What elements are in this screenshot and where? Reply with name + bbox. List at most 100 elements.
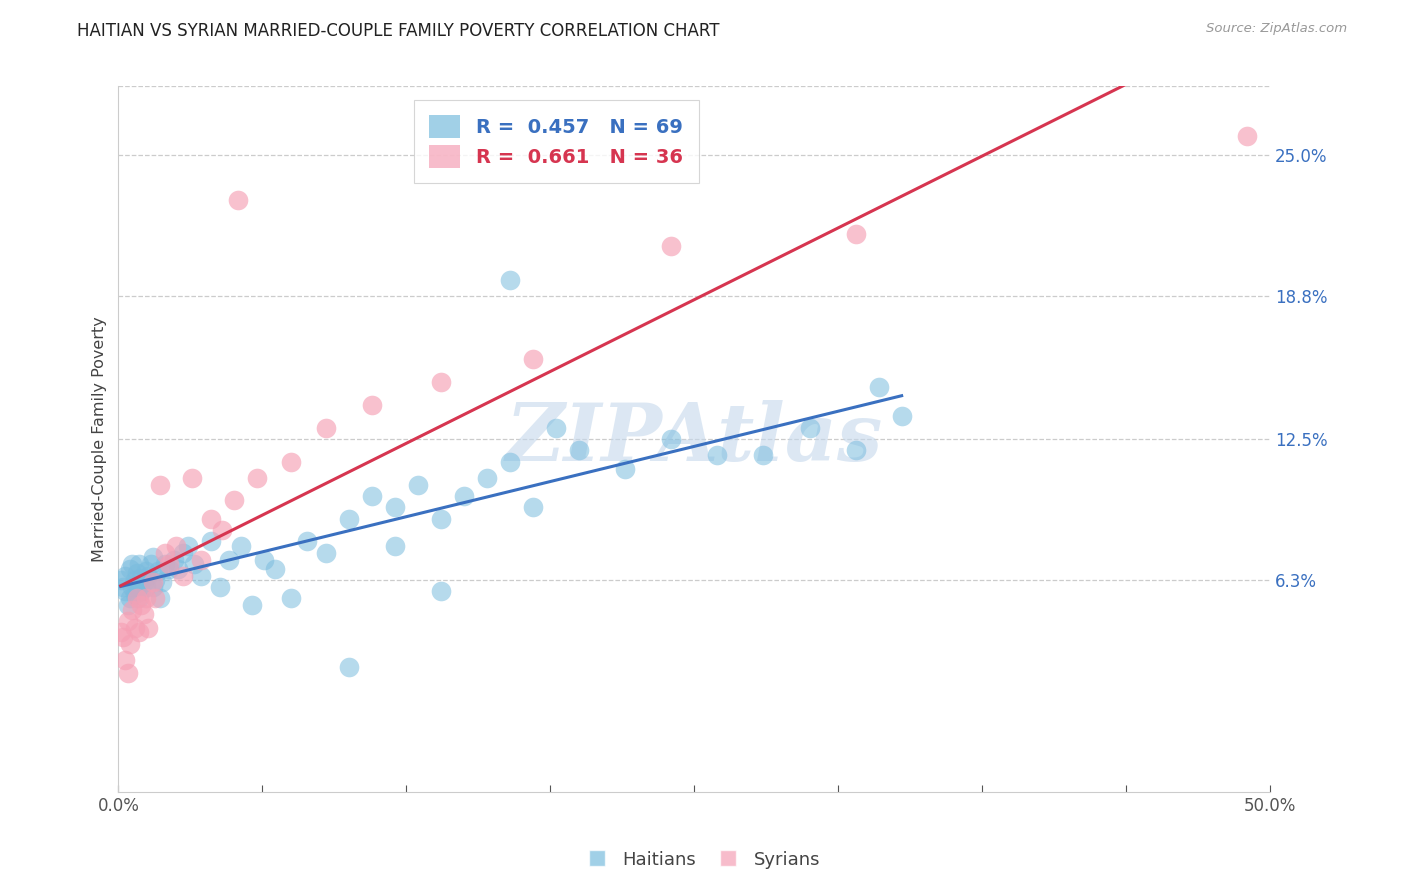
- Point: [110, 625, 132, 640]
- Point: [190, 568, 212, 582]
- Point: [125, 566, 148, 581]
- Point: [337, 511, 360, 525]
- Point: [153, 557, 176, 571]
- Point: [128, 591, 150, 606]
- Point: [315, 420, 337, 434]
- Y-axis label: Married-Couple Family Poverty: Married-Couple Family Poverty: [93, 316, 107, 562]
- Point: [117, 598, 139, 612]
- Point: [138, 621, 160, 635]
- Point: [139, 557, 162, 571]
- Point: [143, 591, 166, 606]
- Point: [315, 546, 337, 560]
- Point: [121, 580, 143, 594]
- Point: [211, 523, 233, 537]
- Point: [157, 562, 180, 576]
- Point: [125, 591, 148, 606]
- Point: [799, 420, 821, 434]
- Point: [167, 562, 190, 576]
- Point: [125, 580, 148, 594]
- Point: [337, 659, 360, 673]
- Point: [499, 273, 522, 287]
- Point: [890, 409, 912, 424]
- Point: [706, 448, 728, 462]
- Point: [142, 550, 165, 565]
- Point: [1236, 129, 1258, 144]
- Point: [149, 477, 172, 491]
- Point: [546, 420, 568, 434]
- Point: [135, 564, 157, 578]
- Point: [150, 575, 173, 590]
- Point: [121, 602, 143, 616]
- Point: [226, 193, 249, 207]
- Point: [614, 461, 637, 475]
- Point: [499, 455, 522, 469]
- Point: [264, 562, 287, 576]
- Point: [131, 598, 153, 612]
- Point: [143, 573, 166, 587]
- Point: [124, 621, 146, 635]
- Point: [135, 580, 157, 594]
- Point: [280, 455, 302, 469]
- Point: [453, 489, 475, 503]
- Point: [142, 580, 165, 594]
- Point: [659, 432, 682, 446]
- Point: [172, 546, 194, 560]
- Point: [138, 568, 160, 582]
- Point: [121, 557, 143, 571]
- Legend: Haitians, Syrians: Haitians, Syrians: [579, 844, 827, 876]
- Point: [135, 591, 157, 606]
- Point: [522, 352, 544, 367]
- Point: [522, 500, 544, 515]
- Point: [118, 591, 141, 606]
- Point: [181, 471, 204, 485]
- Point: [131, 571, 153, 585]
- Point: [190, 552, 212, 566]
- Point: [118, 637, 141, 651]
- Point: [157, 557, 180, 571]
- Point: [430, 375, 453, 389]
- Point: [128, 625, 150, 640]
- Point: [246, 471, 269, 485]
- Point: [132, 607, 155, 622]
- Point: [360, 489, 382, 503]
- Point: [384, 539, 406, 553]
- Point: [114, 584, 136, 599]
- Point: [183, 557, 205, 571]
- Point: [132, 575, 155, 590]
- Point: [112, 580, 135, 594]
- Point: [142, 575, 165, 590]
- Point: [208, 580, 231, 594]
- Point: [146, 564, 169, 578]
- Point: [149, 591, 172, 606]
- Point: [868, 380, 890, 394]
- Text: Source: ZipAtlas.com: Source: ZipAtlas.com: [1206, 22, 1347, 36]
- Point: [112, 630, 135, 644]
- Point: [124, 573, 146, 587]
- Point: [475, 471, 498, 485]
- Point: [430, 584, 453, 599]
- Point: [128, 557, 150, 571]
- Point: [280, 591, 302, 606]
- Point: [176, 539, 198, 553]
- Point: [153, 546, 176, 560]
- Point: [659, 238, 682, 252]
- Point: [172, 568, 194, 582]
- Point: [124, 587, 146, 601]
- Point: [252, 552, 274, 566]
- Text: HAITIAN VS SYRIAN MARRIED-COUPLE FAMILY POVERTY CORRELATION CHART: HAITIAN VS SYRIAN MARRIED-COUPLE FAMILY …: [77, 22, 720, 40]
- Point: [297, 534, 319, 549]
- Point: [114, 568, 136, 582]
- Point: [131, 584, 153, 599]
- Point: [752, 448, 775, 462]
- Point: [406, 477, 429, 491]
- Point: [360, 398, 382, 412]
- Point: [218, 552, 240, 566]
- Point: [229, 539, 252, 553]
- Point: [117, 666, 139, 681]
- Point: [114, 653, 136, 667]
- Point: [165, 539, 187, 553]
- Point: [430, 511, 453, 525]
- Point: [384, 500, 406, 515]
- Point: [118, 562, 141, 576]
- Point: [117, 614, 139, 628]
